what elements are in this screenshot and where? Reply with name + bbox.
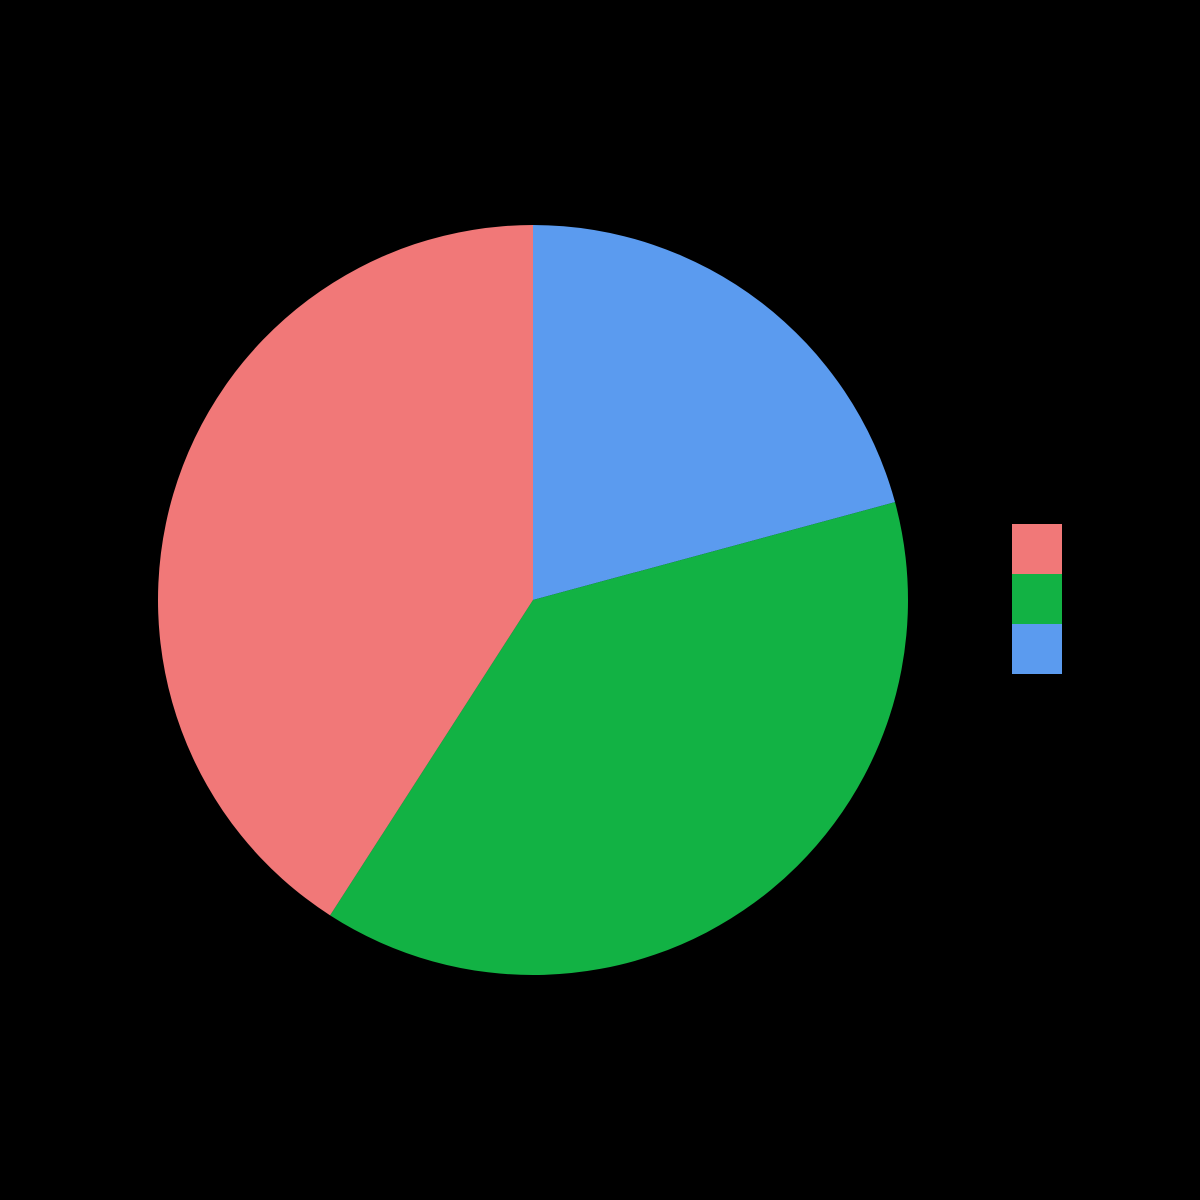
pie-chart	[0, 0, 1200, 1200]
legend-swatch	[1012, 624, 1062, 674]
legend-swatch	[1012, 524, 1062, 574]
legend-swatch	[1012, 574, 1062, 624]
legend	[1012, 524, 1062, 674]
